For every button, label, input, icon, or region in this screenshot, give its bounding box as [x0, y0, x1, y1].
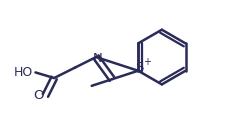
Text: +: +	[143, 57, 151, 67]
Text: S: S	[135, 61, 143, 74]
Text: N: N	[93, 52, 103, 64]
Text: O: O	[33, 89, 43, 102]
Text: HO: HO	[14, 66, 34, 79]
